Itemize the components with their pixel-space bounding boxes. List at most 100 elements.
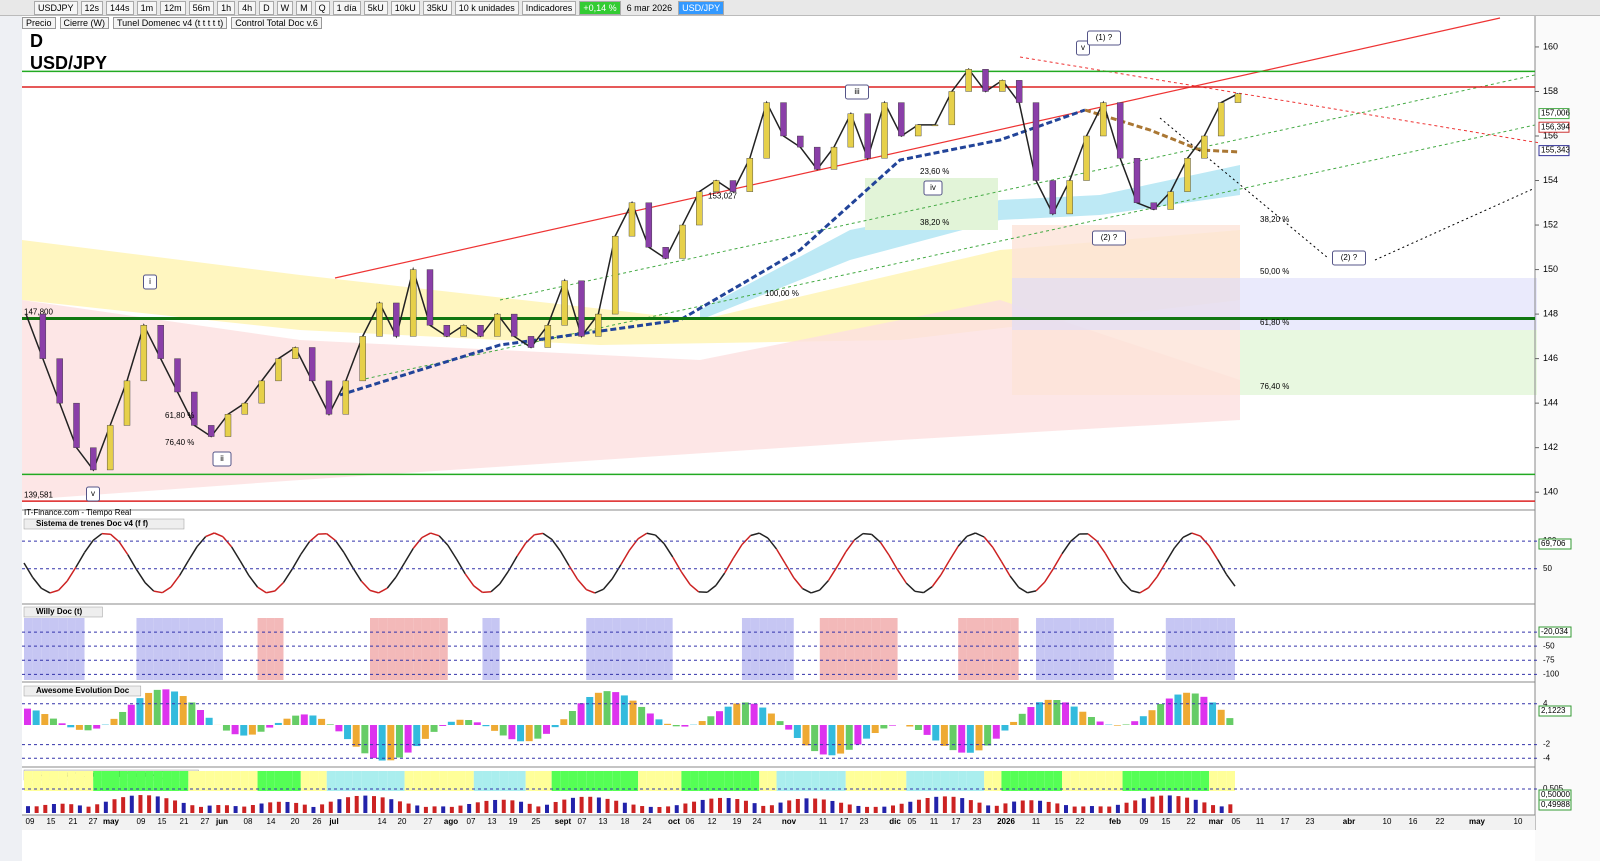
candle bbox=[73, 402, 80, 448]
toolbar-button[interactable]: USDJPY bbox=[34, 0, 78, 15]
toolbar-button[interactable]: 12s bbox=[80, 0, 104, 15]
force-bar bbox=[397, 801, 402, 813]
x-tick-label: 05 bbox=[908, 817, 917, 826]
oscillator-seg bbox=[1070, 533, 1080, 542]
toolbar-button[interactable]: W bbox=[276, 0, 294, 15]
force-strip bbox=[136, 771, 146, 791]
force-strip bbox=[802, 771, 812, 791]
force-bar bbox=[1107, 806, 1112, 813]
force-bar bbox=[1159, 795, 1164, 813]
candle bbox=[1217, 102, 1225, 137]
histogram-bar bbox=[517, 725, 525, 742]
willy-strip bbox=[344, 618, 353, 680]
histogram-bar bbox=[750, 703, 758, 725]
willy-strip bbox=[1131, 618, 1140, 680]
histogram-bar bbox=[1044, 699, 1052, 725]
toolbar-button[interactable]: 1m bbox=[136, 0, 158, 15]
candle bbox=[157, 325, 164, 359]
force-bar bbox=[276, 801, 281, 813]
date[interactable]: 6 mar 2026 bbox=[626, 2, 673, 13]
oscillator-seg bbox=[551, 538, 561, 552]
toolbar-button[interactable]: 1 día bbox=[332, 0, 361, 15]
toolbar-button[interactable]: 144s bbox=[106, 0, 134, 15]
oscillator-seg bbox=[628, 538, 639, 551]
toolbar-button[interactable]: 12m bbox=[160, 0, 186, 15]
x-tick-label: 17 bbox=[1281, 817, 1290, 826]
willy-strip bbox=[1001, 618, 1011, 680]
legend-item[interactable]: Tunel Domenec v4 (t t t t t) bbox=[113, 17, 228, 29]
force-bar bbox=[761, 805, 766, 813]
histogram-bar bbox=[162, 689, 170, 725]
oscillator-seg bbox=[897, 569, 907, 584]
willy-strip bbox=[49, 618, 59, 680]
candle bbox=[510, 313, 518, 337]
force-bar bbox=[250, 805, 255, 813]
candle bbox=[830, 146, 838, 170]
price-label: 157,006 bbox=[1541, 109, 1570, 118]
oscillator-seg bbox=[343, 552, 354, 568]
toolbar-button[interactable]: M bbox=[296, 0, 312, 15]
force-strip bbox=[992, 771, 1002, 791]
oscillator-seg bbox=[421, 532, 431, 539]
force-bar bbox=[164, 798, 169, 813]
oscillator-seg bbox=[827, 566, 838, 581]
histogram-bar bbox=[1157, 704, 1165, 725]
legend: Precio Cierre (W) Tunel Domenec v4 (t t t … bbox=[22, 17, 322, 29]
force-bar bbox=[1064, 805, 1068, 813]
panel-title-bg bbox=[23, 606, 103, 618]
histogram-bar bbox=[248, 725, 256, 735]
force-strip bbox=[603, 771, 613, 791]
histogram-bar bbox=[880, 725, 888, 729]
histogram-bar bbox=[819, 725, 827, 755]
force-strip bbox=[145, 771, 154, 791]
toolbar-button[interactable]: Q bbox=[314, 0, 330, 15]
oscillator-seg bbox=[577, 579, 587, 591]
toolbar-button[interactable]: 10 k unidades bbox=[454, 0, 519, 15]
willy-strip bbox=[1200, 618, 1210, 680]
toolbar-button[interactable]: Indicadores bbox=[521, 0, 577, 15]
wave-box bbox=[1332, 250, 1366, 266]
force-strip bbox=[58, 771, 68, 791]
toolbar-button[interactable]: 4h bbox=[238, 0, 257, 15]
oscillator-seg bbox=[611, 564, 622, 580]
toolbar-button[interactable]: 1h bbox=[217, 0, 236, 15]
toolbar-button[interactable]: D bbox=[259, 0, 274, 15]
toolbar-button[interactable]: 10kU bbox=[390, 0, 420, 15]
histogram-bar bbox=[1018, 713, 1026, 725]
willy-strip bbox=[802, 618, 812, 680]
force-strip bbox=[387, 771, 396, 791]
histogram-bar bbox=[197, 710, 204, 725]
force-strip bbox=[543, 771, 552, 791]
candle bbox=[275, 358, 282, 382]
force-bar bbox=[224, 805, 229, 813]
willy-strip bbox=[292, 618, 301, 680]
histogram-bar bbox=[67, 725, 75, 728]
force-strip bbox=[318, 771, 327, 791]
force-strip bbox=[1053, 771, 1062, 791]
force-strip bbox=[577, 771, 587, 791]
oscillator-seg bbox=[741, 534, 752, 546]
symbol-badge[interactable]: USD/JPY bbox=[678, 0, 725, 15]
toolbar-button[interactable]: 56m bbox=[188, 0, 215, 15]
force-bar bbox=[484, 800, 489, 813]
x-axis-bg bbox=[22, 815, 1535, 830]
toolbar-button[interactable]: 5kU bbox=[363, 0, 388, 15]
force-strip bbox=[551, 771, 561, 791]
willy-strip bbox=[750, 618, 760, 680]
force-bar bbox=[1115, 804, 1120, 813]
change-badge[interactable]: +0,14 % bbox=[579, 0, 621, 15]
legend-item[interactable]: Precio bbox=[22, 17, 56, 29]
histogram-bar bbox=[344, 725, 352, 740]
willy-strip bbox=[992, 618, 1002, 680]
candle bbox=[898, 102, 905, 137]
histogram-bar bbox=[923, 725, 931, 735]
force-strip bbox=[491, 771, 500, 791]
force-bar bbox=[51, 804, 56, 813]
legend-item[interactable]: Cierre (W) bbox=[59, 17, 110, 29]
willy-strip bbox=[1148, 618, 1158, 680]
force-bar bbox=[553, 801, 558, 813]
y-tick-label: 144 bbox=[1543, 398, 1558, 408]
toolbar-button[interactable]: 35kU bbox=[422, 0, 452, 15]
histogram-bar bbox=[179, 696, 187, 725]
legend-item[interactable]: Control Total Doc v.6 bbox=[231, 17, 322, 29]
